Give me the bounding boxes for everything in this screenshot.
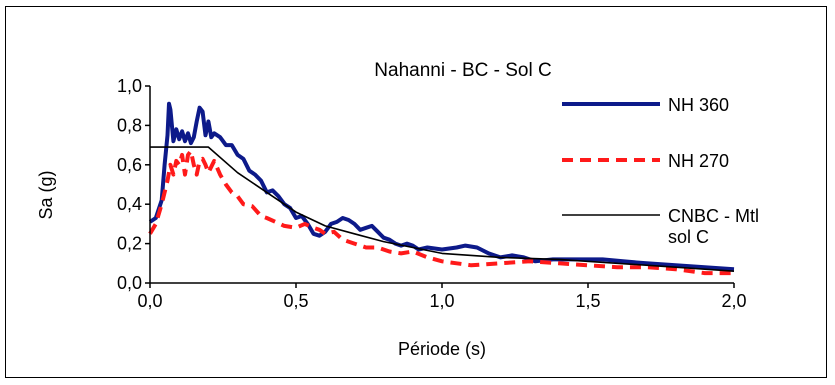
chart-frame <box>5 6 827 378</box>
chart-title: Nahanni - BC - Sol C <box>374 60 551 81</box>
legend-label-3: sol C <box>668 227 709 247</box>
x-tick-label: 2,0 <box>721 291 746 311</box>
y-tick-label: 0,0 <box>117 273 142 293</box>
legend-label-1: NH 360 <box>668 95 729 115</box>
y-axis-label: Sa (g) <box>36 170 56 219</box>
y-tick-label: 1,0 <box>117 76 142 96</box>
legend-label-3: CNBC - Mtl <box>668 206 759 226</box>
y-tick-label: 0,6 <box>117 155 142 175</box>
axes <box>145 85 735 288</box>
y-tick-label: 0,4 <box>117 194 142 214</box>
y-tick-label: 0,8 <box>117 115 142 135</box>
series-line-3 <box>150 146 735 272</box>
series-line-2 <box>148 149 734 276</box>
x-axis-label: Période (s) <box>398 339 486 359</box>
x-tick-label: 1,0 <box>429 291 454 311</box>
legend-label-2: NH 270 <box>668 151 729 171</box>
tick-labels: 0,0 0,2 0,4 0,6 0,8 1,0 0,0 0,5 1,0 1,5 2,0 <box>117 76 747 311</box>
plot-lines <box>148 101 735 276</box>
series-line-1 <box>148 101 735 272</box>
y-tick-label: 0,2 <box>117 234 142 254</box>
x-tick-label: 0,5 <box>283 291 308 311</box>
x-tick-label: 0,0 <box>137 291 162 311</box>
x-tick-label: 1,5 <box>575 291 600 311</box>
